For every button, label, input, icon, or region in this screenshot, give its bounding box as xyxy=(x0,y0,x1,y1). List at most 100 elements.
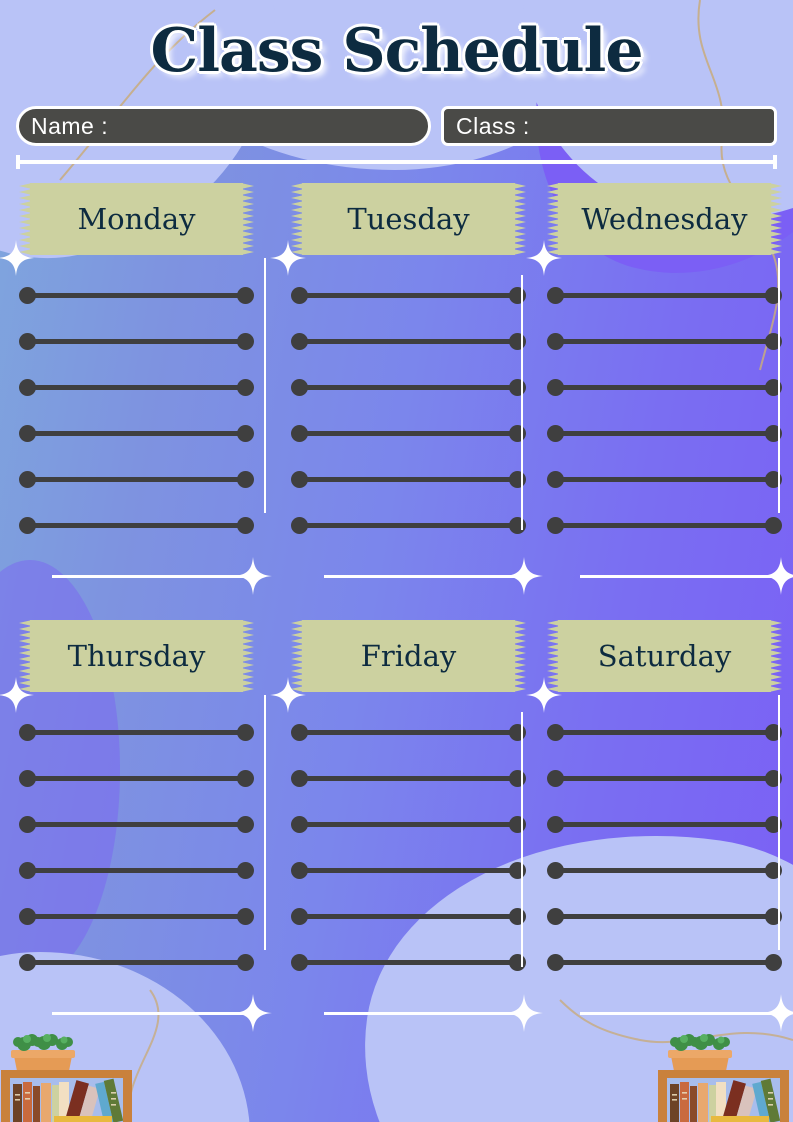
entry-dot-right xyxy=(765,517,782,534)
schedule-entry-line[interactable] xyxy=(19,897,254,943)
entry-rule xyxy=(298,822,519,827)
sparkle-icon xyxy=(505,557,543,595)
schedule-entry-line[interactable] xyxy=(19,322,254,368)
schedule-entry-line[interactable] xyxy=(291,368,526,414)
entry-rule xyxy=(298,385,519,390)
schedule-entry-line[interactable] xyxy=(547,851,782,897)
column-separator xyxy=(778,258,780,513)
entry-dot-right xyxy=(765,379,782,396)
sparkle-icon xyxy=(526,677,562,713)
entry-dot-right xyxy=(509,816,526,833)
schedule-entry-line[interactable] xyxy=(547,368,782,414)
column-separator xyxy=(264,258,266,513)
schedule-entry-line[interactable] xyxy=(19,713,254,759)
schedule-entry-line[interactable] xyxy=(291,943,526,989)
schedule-entry-line[interactable] xyxy=(547,506,782,552)
schedule-entry-line[interactable] xyxy=(547,897,782,943)
entry-rule xyxy=(298,293,519,298)
schedule-entry-line[interactable] xyxy=(291,897,526,943)
header-divider-cap-right xyxy=(773,155,777,169)
class-field-label: Class : xyxy=(456,112,530,139)
day-entry-list xyxy=(547,276,782,552)
entry-dot-right xyxy=(509,517,526,534)
entry-rule xyxy=(26,960,247,965)
day-label: Saturday xyxy=(597,639,732,673)
schedule-entry-line[interactable] xyxy=(291,506,526,552)
sparkle-icon xyxy=(270,677,306,713)
schedule-entry-line[interactable] xyxy=(19,851,254,897)
bookshelf-left xyxy=(0,1012,138,1122)
name-field-label: Name : xyxy=(31,112,109,139)
entry-dot-right xyxy=(237,517,254,534)
entry-dot-right xyxy=(509,770,526,787)
schedule-entry-line[interactable] xyxy=(291,851,526,897)
entry-rule xyxy=(554,385,775,390)
schedule-entry-line[interactable] xyxy=(291,713,526,759)
entry-rule xyxy=(26,822,247,827)
entry-rule xyxy=(26,914,247,919)
schedule-entry-line[interactable] xyxy=(19,943,254,989)
entry-rule xyxy=(26,293,247,298)
day-banner: Monday xyxy=(19,183,254,255)
schedule-entry-line[interactable] xyxy=(19,414,254,460)
schedule-entry-line[interactable] xyxy=(291,414,526,460)
schedule-entry-line[interactable] xyxy=(547,460,782,506)
schedule-entry-line[interactable] xyxy=(291,276,526,322)
entry-dot-right xyxy=(765,425,782,442)
column-separator xyxy=(264,695,266,950)
planter-icon xyxy=(668,1034,732,1076)
day-label: Tuesday xyxy=(347,202,470,236)
entry-dot-right xyxy=(237,379,254,396)
sparkle-icon xyxy=(234,994,272,1032)
entry-rule xyxy=(554,914,775,919)
class-field[interactable]: Class : xyxy=(441,106,777,146)
schedule-entry-line[interactable] xyxy=(19,506,254,552)
entry-dot-right xyxy=(509,954,526,971)
entry-rule xyxy=(554,477,775,482)
day-label: Friday xyxy=(360,639,457,673)
entry-rule xyxy=(554,339,775,344)
schedule-entry-line[interactable] xyxy=(19,759,254,805)
entry-dot-right xyxy=(237,862,254,879)
entry-dot-right xyxy=(509,379,526,396)
schedule-entry-line[interactable] xyxy=(547,943,782,989)
sparkle-icon xyxy=(762,557,793,595)
schedule-entry-line[interactable] xyxy=(291,322,526,368)
entry-dot-right xyxy=(237,724,254,741)
schedule-entry-line[interactable] xyxy=(291,460,526,506)
header-divider xyxy=(16,155,777,169)
schedule-entry-line[interactable] xyxy=(19,276,254,322)
column-separator xyxy=(778,695,780,950)
entry-rule xyxy=(554,868,775,873)
column-separator xyxy=(521,275,523,530)
schedule-entry-line[interactable] xyxy=(547,414,782,460)
entry-dot-right xyxy=(237,425,254,442)
schedule-entry-line[interactable] xyxy=(547,276,782,322)
day-entry-list xyxy=(19,713,254,989)
entry-rule xyxy=(554,960,775,965)
schedule-entry-line[interactable] xyxy=(291,805,526,851)
day-label: Monday xyxy=(77,202,196,236)
name-field[interactable]: Name : xyxy=(16,106,431,146)
banner-plate xyxy=(302,620,515,692)
header-divider-bar xyxy=(16,160,777,164)
schedule-row: Thursday Friday Saturday xyxy=(0,620,793,1032)
schedule-entry-line[interactable] xyxy=(547,713,782,759)
entry-dot-right xyxy=(765,954,782,971)
sparkle-icon xyxy=(526,240,562,276)
entry-rule xyxy=(26,339,247,344)
schedule-entry-line[interactable] xyxy=(19,460,254,506)
entry-rule xyxy=(26,730,247,735)
schedule-entry-line[interactable] xyxy=(547,759,782,805)
entry-rule xyxy=(298,477,519,482)
banner-plate xyxy=(302,183,515,255)
day-entry-list xyxy=(291,276,526,552)
entry-dot-right xyxy=(509,862,526,879)
entry-dot-right xyxy=(509,287,526,304)
schedule-entry-line[interactable] xyxy=(291,759,526,805)
schedule-entry-line[interactable] xyxy=(19,805,254,851)
schedule-entry-line[interactable] xyxy=(547,322,782,368)
schedule-entry-line[interactable] xyxy=(19,368,254,414)
schedule-entry-line[interactable] xyxy=(547,805,782,851)
day-banner: Wednesday xyxy=(547,183,782,255)
